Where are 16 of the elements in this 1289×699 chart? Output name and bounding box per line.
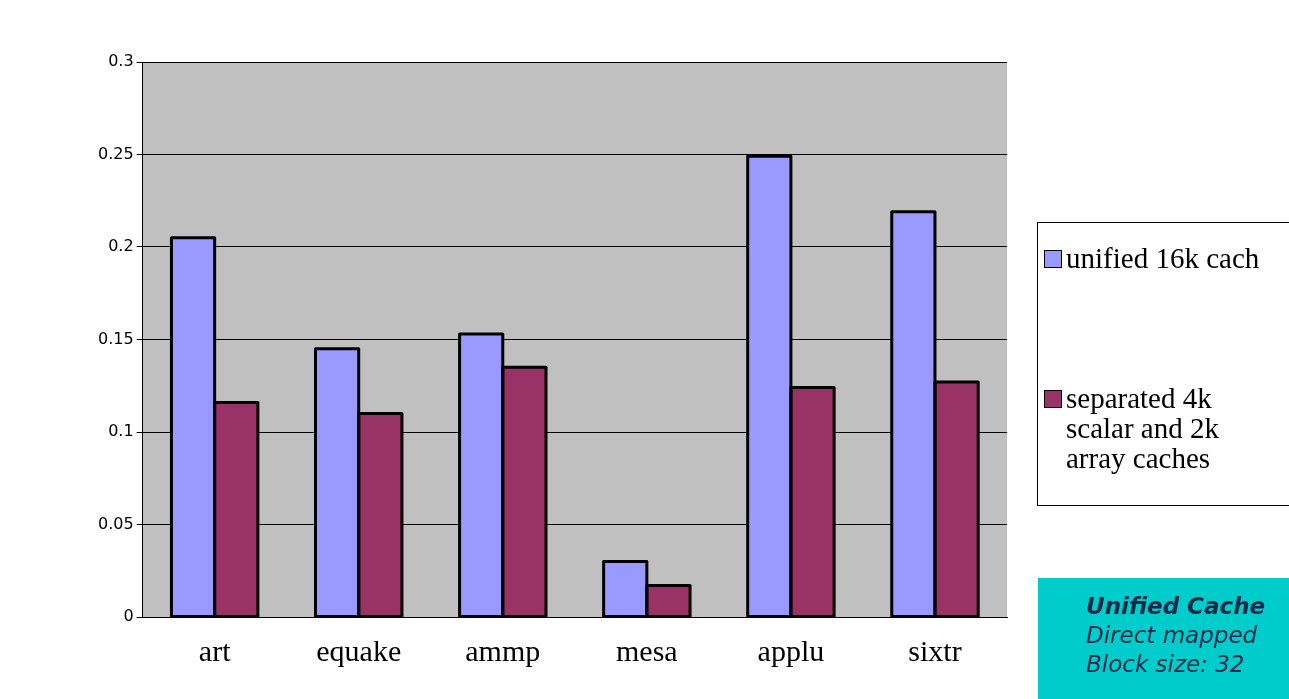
- y-tick-label: 0: [123, 606, 134, 626]
- x-tick-label: equake: [316, 633, 402, 667]
- y-tick-label: 0.05: [98, 513, 134, 533]
- x-tick-label: sixtr: [908, 633, 962, 667]
- x-tick-label: mesa: [616, 633, 678, 667]
- x-tick-label: ammp: [465, 633, 541, 667]
- y-tick-label: 0.2: [108, 236, 134, 256]
- note-box: Unified Cache Direct mapped Block size: 32: [1038, 578, 1289, 699]
- y-tick-label: 0.25: [98, 143, 134, 163]
- x-tick-label: applu: [757, 633, 825, 667]
- x-tick-label: art: [198, 633, 232, 667]
- y-tick-label: 0.3: [108, 51, 134, 71]
- legend-label: unified 16k cach: [1066, 242, 1260, 274]
- y-tick-label: 0.1: [108, 421, 134, 441]
- y-tick-label: 0.15: [98, 328, 134, 348]
- legend-label: separated 4k scalar and 2k array caches: [1066, 382, 1220, 474]
